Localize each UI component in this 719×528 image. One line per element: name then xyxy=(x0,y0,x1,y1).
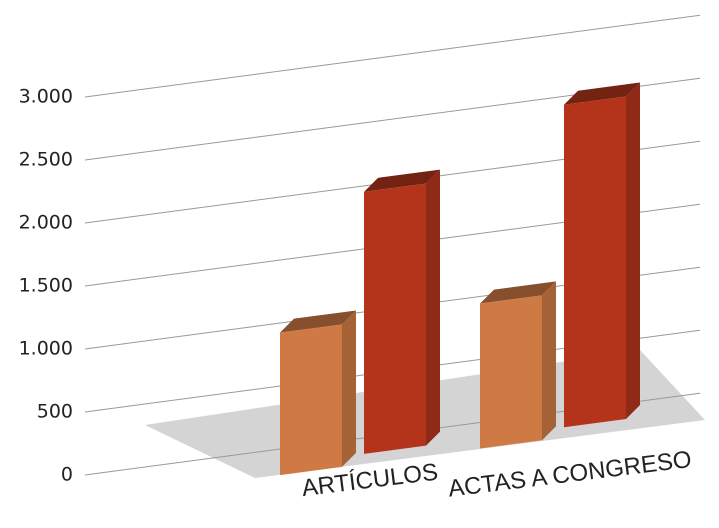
bar xyxy=(564,96,626,428)
bar-side xyxy=(626,82,640,420)
bar-side xyxy=(542,281,556,441)
bar xyxy=(480,295,542,449)
y-tick-label: 0 xyxy=(61,464,73,486)
bar-top xyxy=(364,169,440,192)
bar xyxy=(280,324,342,476)
bar-side xyxy=(426,169,440,446)
y-tick-label: 1.500 xyxy=(19,275,73,297)
bar-top xyxy=(280,310,356,333)
bar-top xyxy=(564,82,640,105)
x-tick-label: ACTAS A CONGRESO xyxy=(447,446,693,503)
bar-top xyxy=(480,281,556,304)
y-tick-label: 3.000 xyxy=(19,86,73,108)
y-tick-label: 2.000 xyxy=(19,212,73,234)
y-tick-label: 1.000 xyxy=(19,338,73,360)
bar xyxy=(364,183,426,454)
y-tick-label: 2.500 xyxy=(19,149,73,171)
grid-line xyxy=(84,14,701,98)
bar-side xyxy=(342,310,356,467)
y-tick-label: 500 xyxy=(37,401,73,423)
